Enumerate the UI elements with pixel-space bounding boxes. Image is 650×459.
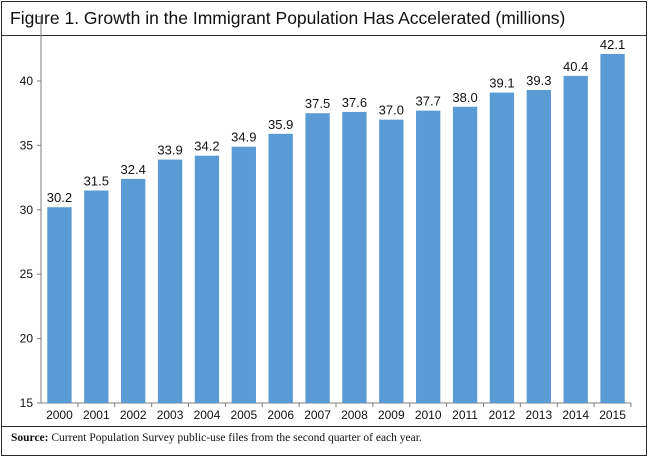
bar	[268, 133, 293, 404]
bar	[526, 90, 551, 404]
bar	[194, 155, 220, 403]
y-tick-label: 25	[20, 267, 34, 281]
x-tick-label: 2004	[194, 408, 221, 422]
chart-title: Figure 1. Growth in the Immigrant Popula…	[10, 8, 566, 28]
x-tick-label: 2005	[230, 408, 257, 422]
data-label: 30.2	[47, 190, 72, 205]
data-label: 38.0	[452, 90, 477, 105]
bar	[452, 106, 478, 403]
x-tick-label: 2009	[378, 408, 405, 422]
source-label: Source:	[11, 432, 49, 444]
y-tick-label: 35	[20, 138, 34, 152]
x-tick-label: 2001	[83, 408, 110, 422]
x-tick-label: 2008	[341, 408, 368, 422]
bar	[600, 53, 625, 404]
data-label: 33.9	[157, 143, 182, 158]
x-tick-label: 2012	[489, 408, 516, 422]
bar	[231, 146, 256, 404]
x-tick-label: 2006	[267, 408, 294, 422]
bar	[342, 111, 367, 404]
data-label: 42.1	[600, 37, 625, 52]
x-tick-label: 2014	[562, 408, 589, 422]
data-label: 39.1	[489, 76, 514, 91]
bar	[489, 92, 515, 403]
y-tick-label: 30	[20, 203, 34, 217]
y-tick-label: 15	[20, 396, 34, 410]
x-tick-label: 2010	[415, 408, 442, 422]
data-label: 35.9	[268, 117, 293, 132]
bar	[84, 190, 109, 403]
x-tick-label: 2011	[452, 408, 478, 422]
x-tick-label: 2013	[525, 408, 552, 422]
data-label: 34.2	[194, 139, 219, 154]
bar	[47, 207, 72, 403]
source-text: Current Population Survey public-use fil…	[48, 432, 422, 444]
title-divider	[2, 35, 646, 36]
data-label: 37.7	[416, 94, 441, 109]
y-tick-label: 20	[20, 332, 34, 346]
data-label: 37.5	[305, 96, 330, 111]
bar	[563, 75, 588, 404]
source-note: Source: Current Population Survey public…	[11, 432, 641, 444]
bar	[157, 159, 183, 403]
bar	[379, 119, 404, 403]
data-label: 39.3	[526, 73, 551, 88]
data-label: 34.9	[231, 130, 256, 145]
x-tick-label: 2002	[120, 408, 147, 422]
y-tick-label: 40	[20, 74, 34, 88]
x-tick-label: 2015	[599, 408, 626, 422]
bar	[416, 110, 441, 404]
x-tick-label: 2000	[46, 408, 73, 422]
bar	[305, 113, 330, 403]
data-label: 31.5	[84, 173, 109, 188]
data-label: 40.4	[563, 59, 588, 74]
x-tick-label: 2003	[157, 408, 184, 422]
data-label: 37.6	[342, 95, 367, 110]
x-tick-label: 2007	[304, 408, 331, 422]
source-divider	[2, 426, 646, 427]
data-label: 37.0	[379, 103, 404, 118]
bar	[121, 178, 146, 403]
data-label: 32.4	[121, 162, 146, 177]
